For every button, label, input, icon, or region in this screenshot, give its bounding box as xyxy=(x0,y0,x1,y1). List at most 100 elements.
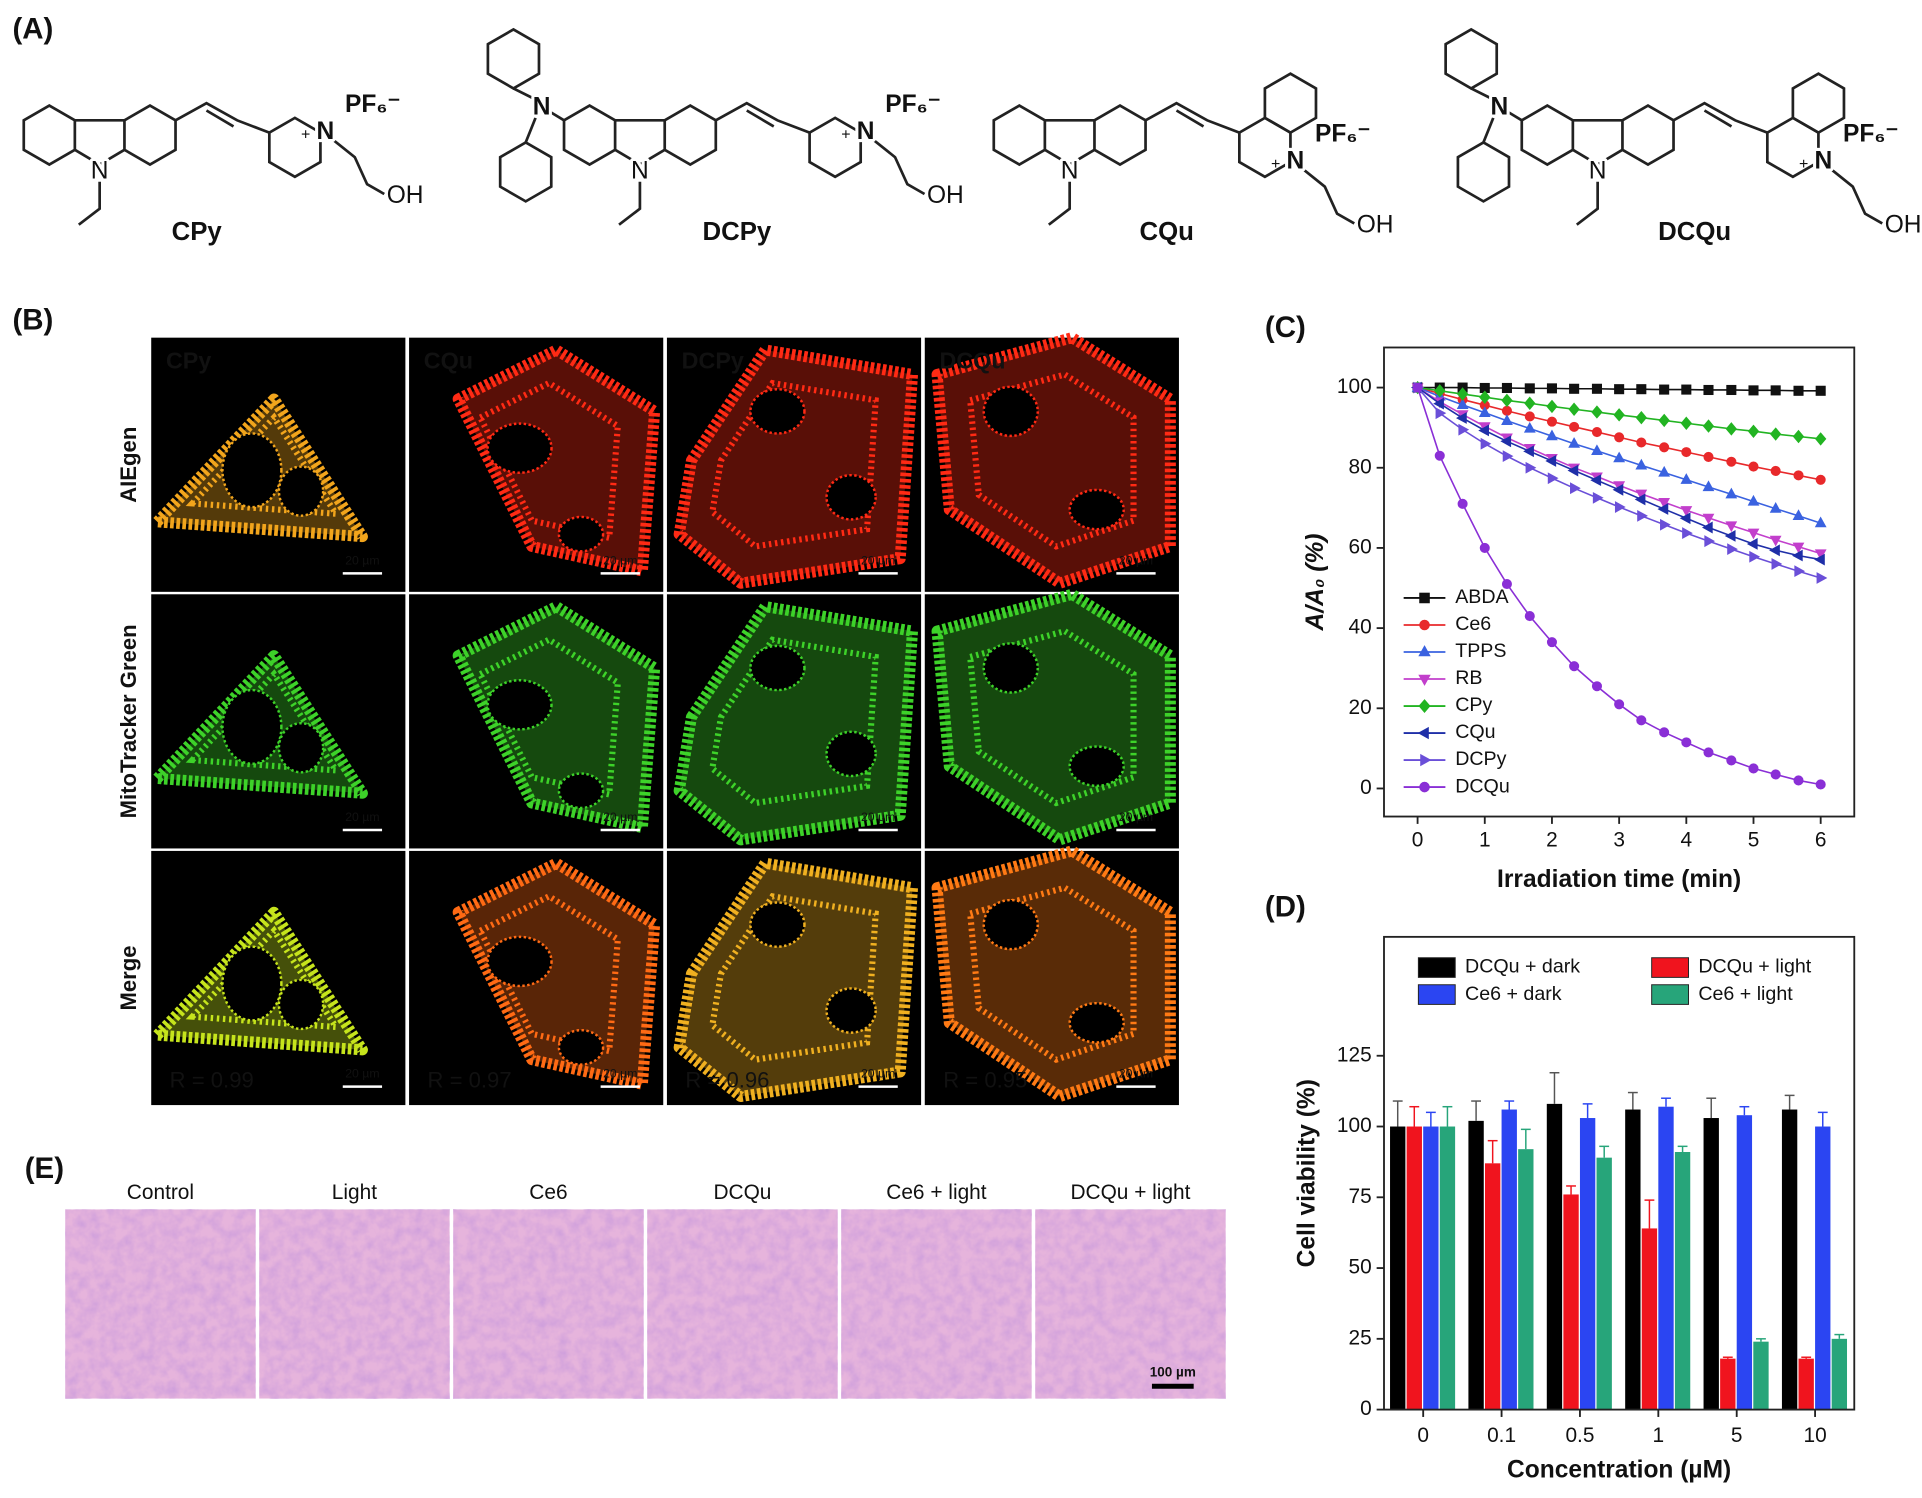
marker xyxy=(1546,416,1557,427)
compound-name: DCQu xyxy=(1658,218,1731,246)
bar xyxy=(1625,1109,1641,1410)
atom-label: N xyxy=(1286,148,1304,175)
y-tick-label: 100 xyxy=(1337,1114,1372,1137)
scale-bar-label: 20 µm xyxy=(861,810,895,824)
legend-label: CQu xyxy=(1455,721,1495,743)
x-tick-label: 5 xyxy=(1748,829,1760,852)
marker xyxy=(1792,509,1805,521)
micrograph: 20 µm R = 0.96 xyxy=(666,850,922,1106)
marker xyxy=(1591,383,1603,394)
nucleus xyxy=(277,465,325,517)
scale-bar-label: 20 µm xyxy=(603,553,637,567)
histology-image: Ce6 xyxy=(453,1181,644,1399)
marker xyxy=(1701,521,1713,534)
marker xyxy=(1681,384,1692,395)
bar xyxy=(1641,1228,1658,1410)
nucleus xyxy=(557,772,605,810)
ring xyxy=(1621,104,1675,167)
bar xyxy=(1798,1358,1814,1410)
tissue-texture xyxy=(259,1209,450,1399)
error-bar xyxy=(1425,1111,1436,1127)
error-bar xyxy=(1661,1097,1671,1107)
marker xyxy=(1679,512,1691,525)
nucleus xyxy=(221,945,283,1022)
marker xyxy=(1703,384,1714,396)
marker xyxy=(1569,661,1580,672)
scale-bar-label: 20 µm xyxy=(1119,553,1153,567)
marker xyxy=(1501,414,1513,425)
nucleus xyxy=(982,898,1039,951)
marker xyxy=(1769,502,1782,513)
x-tick-label: 5 xyxy=(1731,1424,1743,1447)
marker xyxy=(1771,558,1783,570)
marker xyxy=(1680,416,1693,430)
micrograph: 20 µm R = 0.95 xyxy=(924,845,1179,1106)
legend-label: Ce6 + light xyxy=(1698,983,1793,1005)
x-tick-label: 0.1 xyxy=(1487,1424,1516,1447)
nucleus xyxy=(486,679,553,731)
nucleus xyxy=(277,978,325,1031)
group-label: Ce6 xyxy=(529,1181,567,1204)
marker xyxy=(1727,543,1738,556)
cell-signal xyxy=(476,379,622,542)
marker xyxy=(1524,411,1535,422)
y-tick-label: 125 xyxy=(1337,1043,1372,1066)
marker xyxy=(1749,550,1761,563)
marker xyxy=(1613,408,1625,422)
nucleus xyxy=(557,1028,605,1066)
nucleus xyxy=(221,432,283,509)
panel-label: (D) xyxy=(1265,890,1306,923)
ring xyxy=(1044,148,1096,167)
nucleus xyxy=(277,721,325,774)
vinyl xyxy=(1175,109,1205,128)
nucleus xyxy=(749,388,806,435)
legend-label: DCQu xyxy=(1455,775,1510,797)
charge: + xyxy=(301,126,310,143)
error-bar xyxy=(1817,1111,1828,1127)
legend-label: DCPy xyxy=(1455,748,1506,770)
correlation: R = 0.96 xyxy=(685,1068,769,1093)
x-tick-label: 0 xyxy=(1417,1424,1429,1447)
ring xyxy=(267,116,322,179)
marker xyxy=(1635,458,1648,470)
marker xyxy=(1658,498,1671,509)
x-tick-label: 4 xyxy=(1681,829,1693,852)
micrograph: 20 µm R = 0.99 xyxy=(151,850,406,1106)
marker xyxy=(1680,506,1693,517)
micrograph: 20 µm DCQu xyxy=(924,332,1179,592)
bar xyxy=(1703,1118,1719,1410)
error-bar xyxy=(1739,1105,1750,1116)
marker xyxy=(1590,474,1602,487)
bar xyxy=(1501,1109,1517,1410)
y-tick-label: 80 xyxy=(1349,455,1372,478)
marker xyxy=(1659,727,1670,738)
marker xyxy=(1658,413,1670,428)
legend-label: RB xyxy=(1455,667,1482,689)
chain xyxy=(329,136,385,196)
histology-image: Ce6 + light xyxy=(841,1181,1032,1399)
marker xyxy=(1501,382,1512,394)
marker xyxy=(1636,437,1647,448)
marker xyxy=(1770,385,1781,396)
group-label: Light xyxy=(332,1181,377,1204)
marker xyxy=(1815,432,1827,446)
marker xyxy=(1658,465,1671,477)
marker xyxy=(1419,781,1430,793)
column-label: CQu xyxy=(424,347,473,373)
marker xyxy=(1814,549,1827,561)
x-tick-label: 0 xyxy=(1412,829,1424,852)
x-tick-label: 1 xyxy=(1653,1424,1665,1447)
marker xyxy=(1747,494,1760,506)
vinyl xyxy=(715,101,811,134)
ring xyxy=(1456,140,1511,203)
marker xyxy=(1434,450,1445,461)
marker xyxy=(1458,423,1470,436)
ring xyxy=(1791,72,1846,135)
marker xyxy=(1614,501,1626,513)
marker xyxy=(1546,637,1557,648)
legend-label: TPPS xyxy=(1455,640,1506,662)
error-bar xyxy=(1487,1139,1498,1164)
error-bar xyxy=(1599,1145,1610,1158)
column-label: CPy xyxy=(166,347,211,373)
